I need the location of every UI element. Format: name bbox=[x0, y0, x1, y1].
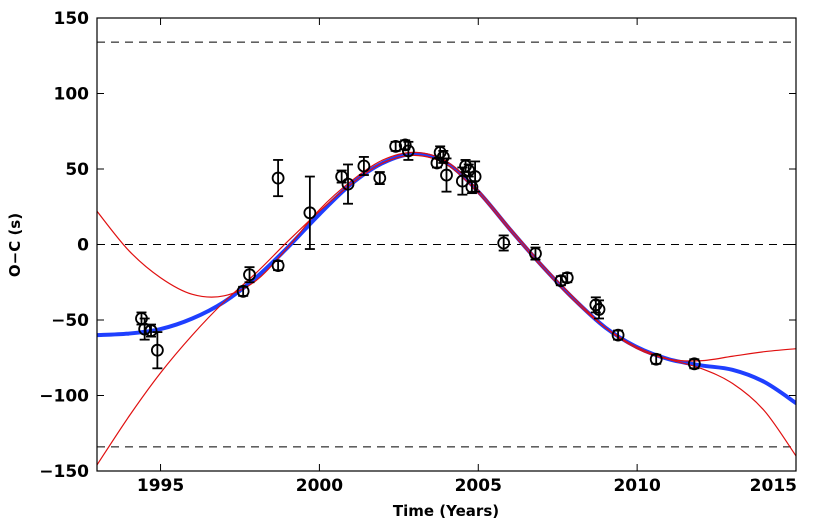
data-marker bbox=[236, 284, 250, 298]
data-marker bbox=[357, 159, 371, 173]
data-point bbox=[440, 157, 453, 193]
data-marker bbox=[687, 357, 701, 371]
data-marker bbox=[497, 236, 511, 250]
x-tick-label: 2010 bbox=[613, 476, 660, 496]
data-marker bbox=[560, 271, 574, 285]
x-axis-label: Time (Years) bbox=[393, 502, 499, 520]
data-marker bbox=[468, 170, 482, 183]
data-marker bbox=[271, 171, 285, 185]
x-tick-label: 1995 bbox=[137, 476, 184, 496]
data-point bbox=[271, 259, 285, 273]
data-point bbox=[335, 169, 349, 184]
data-point bbox=[373, 171, 387, 186]
data-marker bbox=[373, 171, 387, 185]
data-marker bbox=[341, 177, 355, 191]
data-marker bbox=[611, 328, 625, 342]
y-tick-label: 100 bbox=[54, 85, 90, 105]
data-point bbox=[303, 175, 317, 250]
data-point bbox=[592, 299, 606, 320]
data-marker bbox=[398, 138, 412, 152]
data-marker bbox=[271, 259, 285, 273]
y-tick-label: 150 bbox=[54, 9, 90, 29]
data-marker bbox=[649, 352, 663, 366]
data-marker bbox=[592, 303, 606, 316]
data-marker bbox=[440, 168, 453, 182]
data-marker bbox=[401, 144, 415, 158]
y-tick-label: −50 bbox=[51, 311, 89, 331]
y-tick-label: 0 bbox=[77, 236, 89, 256]
x-tick-label: 2015 bbox=[750, 476, 797, 496]
x-tick-label: 2005 bbox=[455, 476, 502, 496]
data-point bbox=[468, 160, 482, 193]
data-point bbox=[341, 163, 355, 205]
data-marker bbox=[389, 139, 403, 153]
data-point bbox=[389, 139, 403, 153]
x-tick-label: 2000 bbox=[296, 476, 343, 496]
data-point bbox=[497, 234, 511, 252]
data-point bbox=[529, 246, 542, 261]
data-point bbox=[401, 140, 415, 161]
data-marker bbox=[243, 268, 256, 282]
data-marker bbox=[144, 324, 158, 337]
data-marker bbox=[150, 343, 164, 357]
data-point bbox=[649, 352, 663, 366]
y-axis-label: O−C (s) bbox=[6, 213, 24, 277]
data-point bbox=[243, 266, 256, 284]
y-tick-label: −100 bbox=[39, 387, 89, 407]
data-point bbox=[236, 284, 250, 298]
y-tick-label: −150 bbox=[39, 462, 89, 482]
data-point bbox=[687, 357, 701, 371]
model-curve-envelope bbox=[97, 154, 796, 466]
y-tick-label: 50 bbox=[65, 160, 89, 180]
data-point bbox=[150, 331, 164, 370]
data-point bbox=[560, 271, 574, 285]
data-marker bbox=[436, 150, 450, 164]
data-point bbox=[611, 328, 625, 342]
data-point bbox=[271, 159, 285, 198]
data-marker bbox=[303, 206, 317, 220]
data-point bbox=[144, 323, 158, 338]
data-point bbox=[357, 156, 371, 176]
data-marker bbox=[529, 247, 542, 260]
